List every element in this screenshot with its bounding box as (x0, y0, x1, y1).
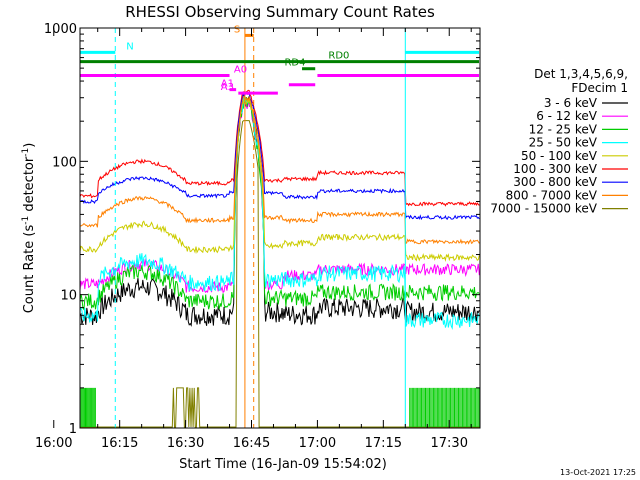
x-axis-label: Start Time (16-Jan-09 15:54:02) (179, 457, 387, 472)
series-800-7000-kev (79, 95, 480, 245)
series-line (79, 95, 480, 245)
series-line (79, 89, 480, 207)
series-line (79, 96, 480, 311)
x-tick-label: 16:00 (35, 436, 72, 451)
x-axis: 16:00 16:15 16:30 16:45 17:00 17:15 17:30 (35, 28, 472, 451)
y-axis-label-end: ) (22, 143, 37, 148)
timestamp: 13-Oct-2021 17:25 (560, 468, 636, 477)
legend-header-line1: Det 1,3,4,5,6,9, (534, 67, 628, 81)
flag-label: A0 (234, 65, 247, 76)
flag-label: S (234, 24, 240, 35)
legend-label: 3 - 6 keV (544, 96, 598, 110)
legend-label: 100 - 300 keV (513, 162, 597, 176)
flag-label: N (126, 41, 133, 52)
series-25-50-kev (79, 96, 480, 331)
chart-title: RHESSI Observing Summary Count Rates (125, 3, 435, 21)
legend-label: 50 - 100 keV (521, 149, 598, 163)
y-axis-label-main: Count Rate (s (22, 225, 37, 314)
series-50-100-kev (79, 97, 480, 263)
legend-label: 12 - 25 keV (529, 122, 598, 136)
flag-label: RD0 (328, 51, 349, 62)
y-tick-label: 1000 (44, 22, 77, 37)
y-tick-label: 10 (60, 289, 77, 304)
legend-label: 6 - 12 keV (536, 109, 598, 123)
flag-label: A1 (221, 79, 234, 90)
series-300-800-kev (79, 91, 480, 221)
x-tick-label: 16:30 (167, 436, 204, 451)
series-line (79, 96, 480, 331)
x-tick-label: 17:00 (299, 436, 336, 451)
x-tick-label: 17:30 (431, 436, 468, 451)
legend-label: 300 - 800 keV (513, 175, 597, 189)
y-axis-label-mid: detector (22, 156, 37, 216)
x-tick-label: 17:15 (365, 436, 402, 451)
y-axis-label: Count Rate (s-1 detector-1) (21, 143, 37, 314)
legend-label: 800 - 7000 keV (506, 188, 598, 202)
flag-label: RD4 (284, 58, 305, 69)
y-axis-label-sup2: -1 (21, 148, 31, 157)
series-line (79, 97, 480, 263)
series-100-300-kev (79, 89, 480, 207)
legend-label: 7000 - 15000 keV (490, 202, 597, 216)
legend-header-line2: FDecim 1 (571, 81, 628, 95)
series-12-25-kev (79, 96, 480, 311)
x-tick-label: 16:15 (101, 436, 138, 451)
y-axis-label-sup1: -1 (21, 216, 31, 225)
flag-label: A3 (221, 82, 234, 93)
y-tick-label: 1 (69, 422, 77, 437)
x-tick-label: 16:45 (233, 436, 270, 451)
legend-label: 25 - 50 keV (529, 136, 598, 150)
series-line (79, 91, 480, 221)
y-tick-label: 100 (52, 155, 77, 170)
plot-frame (79, 27, 481, 429)
y-axis: 1 10 100 1000 (44, 22, 480, 437)
